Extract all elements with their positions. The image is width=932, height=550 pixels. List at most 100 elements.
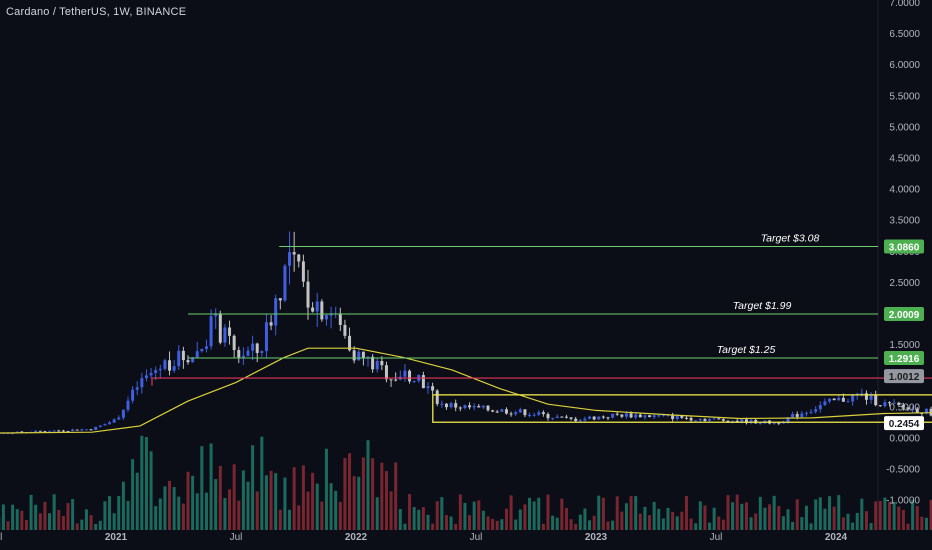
volume-bar [121,481,125,530]
candle-body [578,420,582,422]
candle-body [652,415,656,418]
candle-body [218,313,222,343]
volume-bar [837,495,841,530]
volume-bar [901,510,905,530]
volume-bar [444,515,448,530]
volume-bar [541,523,545,530]
volume-bar [929,499,932,530]
candle-body [518,409,522,413]
candle-body [306,281,310,308]
candle-body [449,403,453,408]
volume-bar [241,470,245,530]
candle-body [361,351,365,358]
volume-bar [324,448,328,530]
volume-bar [689,518,693,530]
candle-body [223,327,227,343]
volume-bar [361,457,365,530]
candle-body [66,431,70,433]
candle-body [75,429,79,431]
candle-body [255,343,259,353]
volume-bar [786,509,790,530]
volume-bar [924,517,928,530]
price-tag-label: 3.0860 [889,242,920,253]
candle-body [444,403,448,408]
time-axis[interactable]: Jul2021Jul2022Jul2023Jul2024Jul2025Jul20… [0,532,932,543]
volume-bar [108,496,112,530]
volume-bar [597,495,601,530]
volume-bar [389,491,393,530]
volume-bar [103,501,107,530]
candle-body [288,252,292,266]
candle-body [671,414,675,419]
volume-bar [6,521,10,530]
volume-bar [140,435,144,530]
volume-bar [791,521,795,530]
volume-bar [537,497,541,530]
volume-bar [94,523,98,530]
volume-bar [569,519,573,530]
volume-bar [920,516,924,530]
volume-bar [671,511,675,530]
candle-body [278,298,282,301]
candle-body [241,355,245,358]
volume-bar [398,509,402,530]
candle-body [163,360,167,369]
candle-body [841,397,845,402]
volume-bar [449,516,453,530]
volume-bar [504,508,508,530]
y-tick-label: 5.0000 [889,122,920,133]
volume-bar [195,493,199,530]
price-axis[interactable]: 7.0000 6.5000 6.0000 5.5000 5.0000 4.5000 4.00… [884,0,924,507]
volume-bar [278,509,282,530]
volume-bar [860,498,864,530]
candle-body [920,412,924,414]
candle-body [144,375,148,379]
price-tag [884,306,924,321]
volume-bar [61,516,65,530]
candle-body [560,416,564,418]
volume-bar [795,499,799,530]
candle-body [191,357,195,363]
current-price-label: 0.2454 [889,419,920,430]
volume-bar [680,511,684,530]
candle-body [315,301,319,312]
price-tag-label: 2.0009 [889,310,920,321]
candle-body [168,360,172,371]
candle-body [440,403,444,405]
candle-body [588,416,592,419]
candle-body [34,430,38,433]
candle-body [800,413,804,417]
candle-body [195,351,199,358]
volume-bar [606,521,610,530]
candle-body [818,405,822,410]
volume-bar [661,518,665,530]
volume-bar [269,470,273,530]
volume-bar [592,515,596,530]
candle-body [823,401,827,406]
candle-body [329,314,333,316]
candle-body [795,413,799,417]
volume-bar [283,477,287,530]
volume-bar [620,511,624,530]
candle-body [592,416,596,420]
candle-body [846,401,850,403]
candle-body [352,350,356,361]
volume-bar [34,504,38,530]
candle-body [112,419,116,423]
candle-body [126,400,130,410]
price-tag [884,369,924,384]
candle-body [717,418,721,420]
volume-bar [435,501,439,530]
candle-body [892,402,896,404]
candle-body [181,350,185,361]
candle-body [292,252,296,255]
volume-bar [20,510,24,530]
candle-body [528,414,532,416]
volume-bar [177,496,181,530]
y-tick-label: 6.0000 [889,60,920,71]
candle-body [777,422,781,424]
volume-bar [412,507,416,530]
candle-body [20,431,24,433]
candle-body [726,420,730,423]
